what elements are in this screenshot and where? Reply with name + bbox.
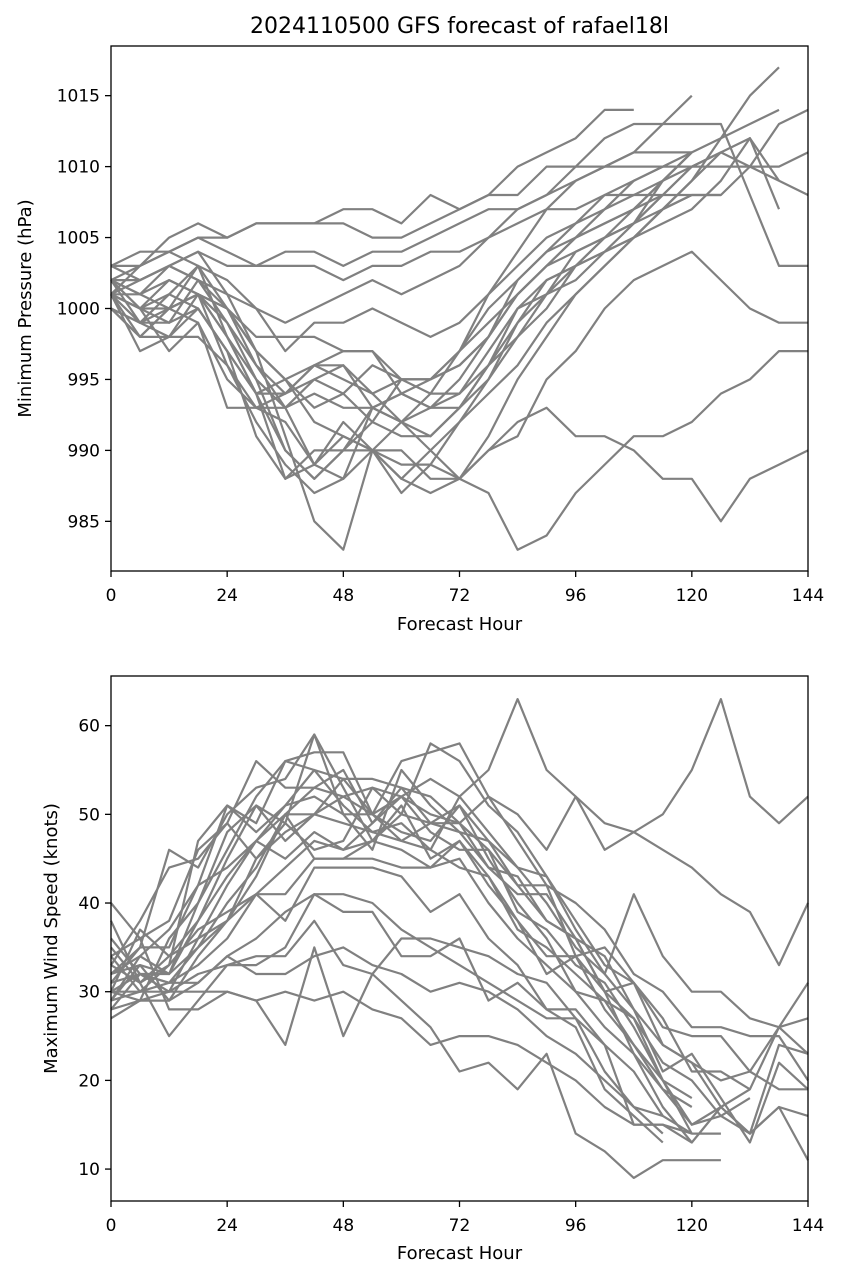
wind-y-tick-label: 50 [78,805,100,825]
wind-x-axis-label: Forecast Hour [397,1243,523,1264]
wind-y-tick-label: 40 [78,894,100,914]
wind-x-tick-label: 0 [106,1216,117,1236]
pressure-x-tick-label: 120 [676,586,708,606]
wind-y-tick-label: 60 [78,717,100,737]
pressure-series-line-23 [110,293,809,523]
pressure-x-axis-label: Forecast Hour [397,614,523,635]
pressure-y-tick-label: 990 [68,441,100,461]
pressure-x-tick-label: 0 [106,586,117,606]
wind-x-tick-label: 120 [676,1216,708,1236]
wind-x-ticks: 0 24 48 72 96 120 144 [106,1201,824,1236]
wind-chart: 0 24 48 72 96 120 144 10 20 30 40 50 60 Forecast Ho… [41,675,824,1264]
pressure-y-axis-label: Minimum Pressure (hPa) [15,199,36,417]
wind-x-tick-label: 96 [565,1216,587,1236]
pressure-y-tick-label: 1005 [57,229,100,249]
pressure-x-tick-label: 48 [333,586,355,606]
wind-series-line-20 [110,946,664,1117]
wind-series-line-16 [110,857,693,1144]
wind-series-line-11 [110,777,751,1126]
pressure-y-tick-label: 985 [68,512,100,532]
pressure-y-tick-label: 1015 [57,87,100,107]
wind-x-tick-label: 72 [449,1216,471,1236]
wind-series-line-17 [110,866,693,1135]
wind-y-tick-label: 20 [78,1071,100,1091]
wind-series-line-3 [110,751,809,1055]
pressure-y-ticks: 985 990 995 1000 1005 1010 1015 [57,87,111,532]
pressure-y-tick-label: 1010 [57,158,100,178]
wind-series-line-21 [110,990,721,1135]
pressure-x-tick-label: 24 [216,586,238,606]
wind-series-line-23 [110,919,721,1180]
pressure-y-tick-label: 995 [68,370,100,390]
pressure-series-group [110,66,809,551]
pressure-x-ticks: 0 24 48 72 96 120 144 [106,571,824,606]
pressure-x-tick-label: 96 [565,586,587,606]
pressure-plot-frame [110,45,809,572]
wind-series-line-15 [111,839,693,1135]
wind-y-tick-label: 30 [78,983,100,1003]
wind-series-line-10 [110,786,809,1135]
wind-x-tick-label: 48 [333,1216,355,1236]
wind-x-tick-label: 144 [792,1216,824,1236]
pressure-series-line-15 [111,151,692,480]
pressure-x-tick-label: 144 [792,586,824,606]
wind-series-line-19 [110,893,664,1144]
pressure-series-line-3 [110,122,808,282]
wind-x-tick-label: 24 [216,1216,238,1236]
wind-series-line-12 [110,795,751,1126]
wind-series-line-5 [110,733,809,1073]
pressure-chart: 2024110500 GFS forecast of rafael18l 0 24… [15,14,824,635]
pressure-x-tick-label: 72 [449,586,471,606]
pressure-series-line-14 [110,151,693,409]
pressure-series-line-2 [111,108,634,267]
wind-y-tick-label: 10 [78,1160,100,1180]
wind-series-line-7 [110,759,809,1091]
wind-y-axis-label: Maximum Wind Speed (knots) [41,803,62,1074]
wind-series-group [110,697,809,1180]
wind-series-line-22 [110,902,809,1161]
pressure-y-tick-label: 1000 [57,300,100,320]
wind-y-ticks: 10 20 30 40 50 60 [78,717,111,1180]
chart-title: 2024110500 GFS forecast of rafael18l [250,14,669,39]
wind-plot-frame [110,675,809,1202]
